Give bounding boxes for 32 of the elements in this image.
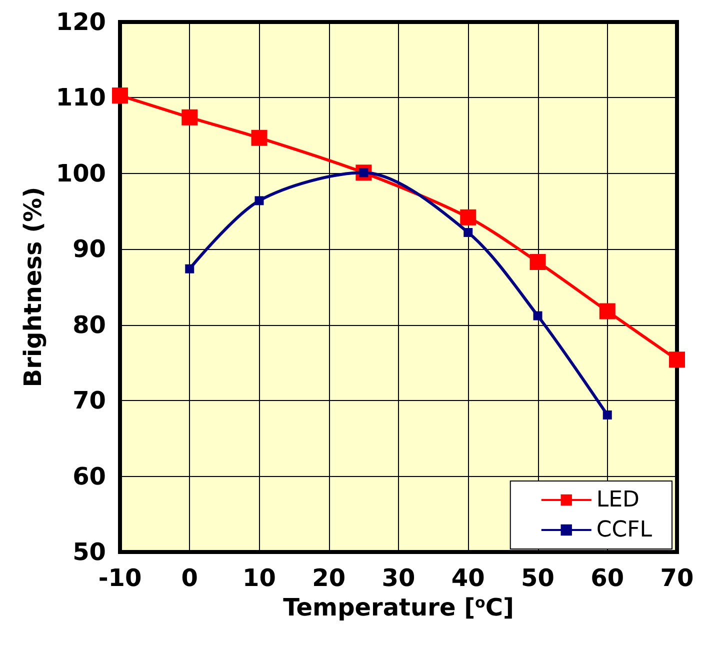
point [599,303,616,320]
legend-label: CCFL [596,518,653,542]
point [251,130,268,146]
x-tick-label: 20 [312,564,346,592]
point [254,196,264,206]
y-tick-label: 110 [56,84,106,112]
x-tick-label: 60 [590,564,624,592]
x-tick-label: 40 [451,564,485,592]
point [669,352,685,368]
point [182,109,198,126]
y-tick-label: 80 [72,310,106,339]
y-tick-label: 120 [56,8,106,36]
point [530,254,546,270]
point [112,87,128,104]
point [602,410,612,420]
y-axis-title: Brightness (%) [19,186,47,388]
point [185,264,194,274]
x-tick-label: 70 [660,564,694,592]
y-tick-label: 70 [72,386,106,415]
x-tick-label: 30 [382,564,416,592]
legend-label: LED [596,488,640,512]
x-tick-label: -10 [98,564,142,592]
y-tick-label: 60 [72,462,106,490]
point [464,228,473,237]
x-tick-label: 50 [521,564,554,592]
y-tick-label: 90 [72,235,106,264]
y-tick-label: 100 [56,159,106,188]
x-tick-label: 0 [181,564,198,592]
point [460,209,476,226]
y-tick-label: 50 [72,538,106,566]
point [533,311,542,320]
x-tick-label: 10 [242,564,276,592]
